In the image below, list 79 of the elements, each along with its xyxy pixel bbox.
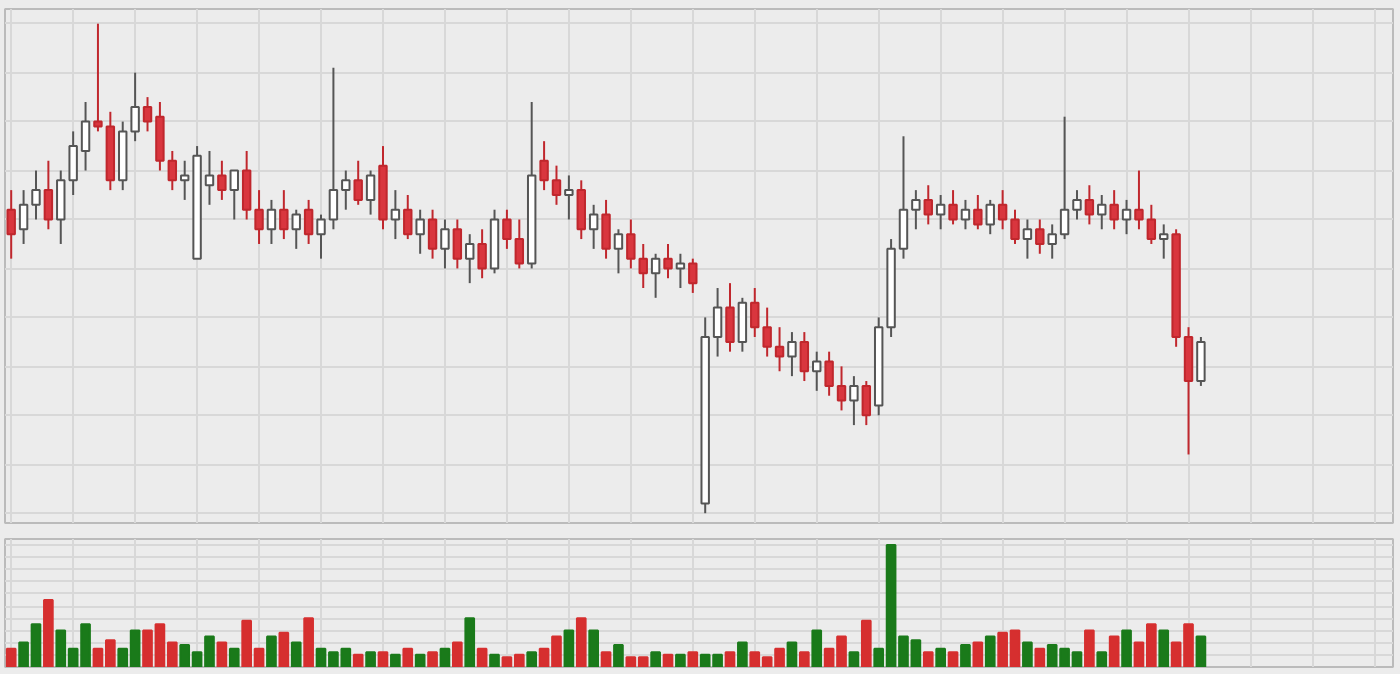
bar (687, 651, 699, 667)
bar (1158, 629, 1170, 667)
bar (984, 635, 996, 667)
bar (266, 635, 277, 667)
bar (377, 651, 389, 667)
bar (278, 631, 290, 667)
candlestick (6, 189, 16, 260)
bar (352, 653, 364, 667)
bar (290, 641, 302, 667)
bar (1034, 647, 1046, 667)
bar (786, 641, 798, 667)
bar (303, 617, 314, 667)
candlestick (43, 159, 54, 231)
bar (947, 651, 959, 667)
candlestick (303, 198, 314, 245)
bar (216, 641, 228, 667)
candlestick (1109, 189, 1119, 231)
candlestick (279, 189, 289, 241)
bar (675, 653, 686, 667)
bar (43, 598, 54, 667)
candlestick (390, 189, 401, 241)
candlestick (960, 198, 971, 231)
bar (402, 647, 414, 667)
bar (1121, 629, 1132, 667)
bar (848, 651, 860, 667)
bar (972, 641, 984, 667)
candlestick (1022, 218, 1033, 260)
candlestick (663, 242, 673, 280)
candlestick (1035, 218, 1045, 255)
candlestick (1121, 198, 1132, 236)
bar (489, 653, 500, 667)
bar (452, 641, 463, 667)
bar (1084, 629, 1095, 667)
candlestick (787, 331, 797, 378)
bar (724, 651, 736, 667)
bar (5, 647, 17, 667)
bar (476, 647, 488, 667)
bar (365, 651, 376, 667)
bar (414, 653, 426, 667)
candlestick (564, 174, 574, 221)
bar (662, 653, 674, 667)
bar (1108, 635, 1120, 667)
candlestick (440, 218, 450, 270)
candlestick (266, 198, 277, 245)
candlestick (576, 179, 586, 241)
bar (1096, 651, 1108, 667)
candlestick (849, 375, 859, 427)
candlestick (725, 282, 735, 353)
candlestick (588, 203, 599, 250)
candlestick (477, 228, 487, 280)
bar (588, 629, 599, 667)
bar (228, 647, 240, 667)
bar (390, 653, 401, 667)
bar (935, 647, 946, 667)
candlestick (601, 198, 611, 260)
bar (860, 619, 872, 667)
bar (1195, 635, 1207, 667)
bar (464, 617, 476, 667)
candlestick (217, 159, 227, 201)
candlestick (378, 145, 388, 231)
candlestick (935, 194, 946, 231)
bar (960, 644, 971, 667)
bar (613, 644, 624, 667)
bar (811, 629, 823, 667)
candlestick (465, 233, 475, 285)
bar (650, 651, 661, 667)
bar (563, 629, 575, 667)
bar (427, 651, 438, 667)
bar (737, 641, 748, 667)
bar (1022, 641, 1033, 667)
bar (575, 617, 587, 667)
bar (526, 651, 538, 667)
candlestick (1159, 223, 1169, 260)
bar (799, 651, 810, 667)
candlestick (1097, 194, 1107, 231)
bar (439, 647, 451, 667)
bar (600, 651, 612, 667)
bar (922, 651, 934, 667)
candlestick (799, 331, 810, 383)
